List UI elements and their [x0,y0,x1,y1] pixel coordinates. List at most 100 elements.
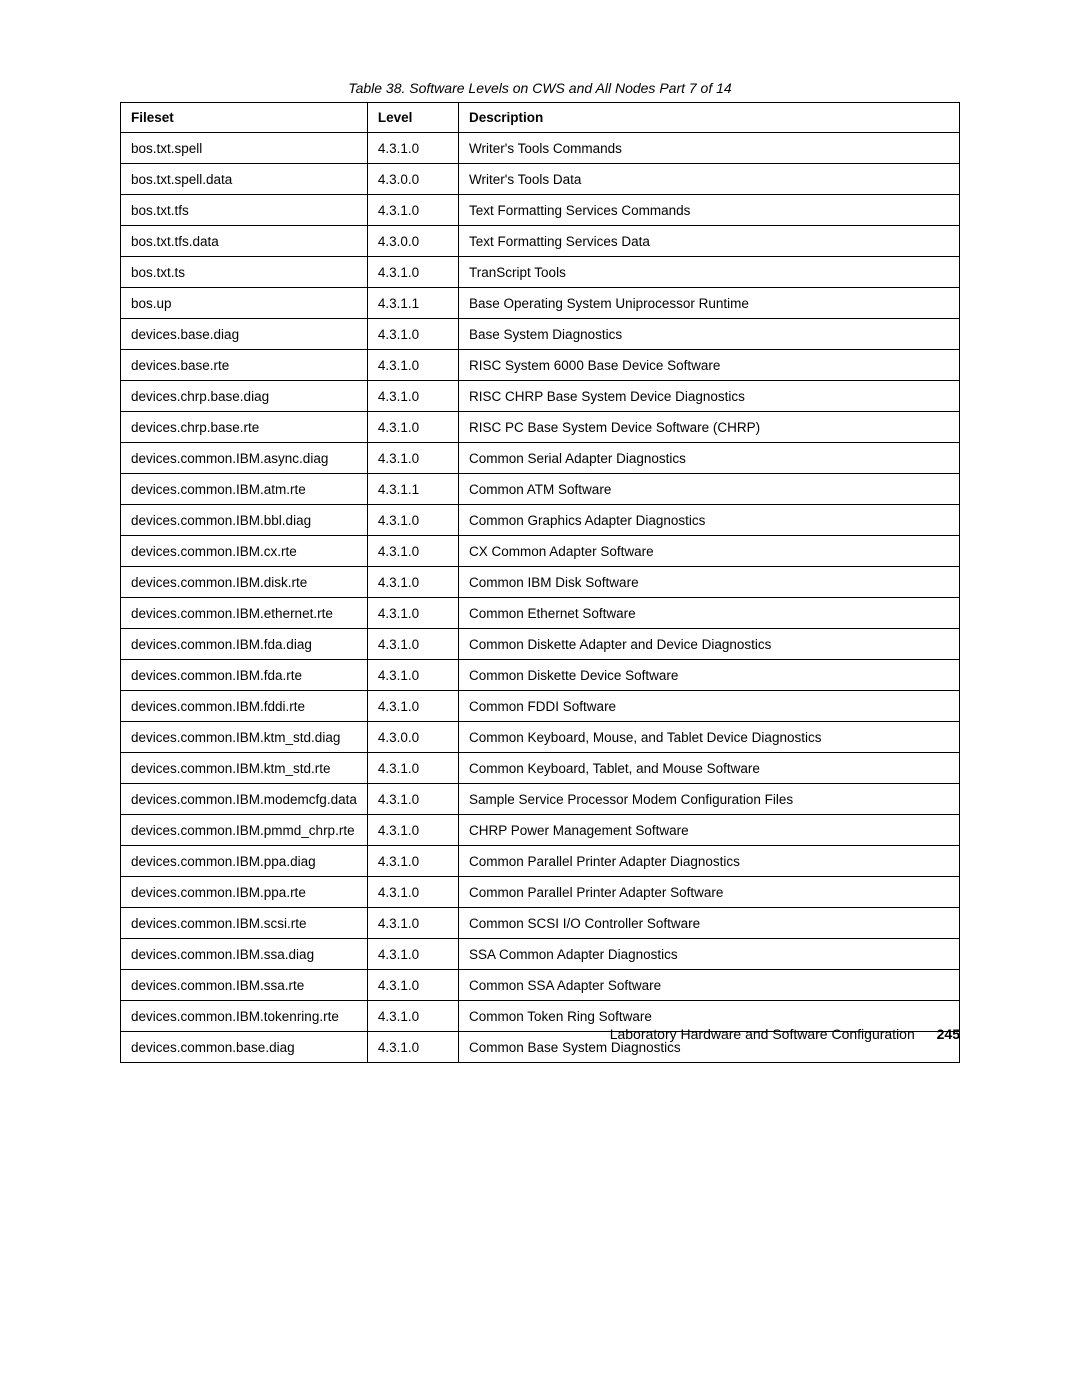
cell-fileset: devices.common.IBM.fddi.rte [121,691,368,722]
cell-fileset: devices.common.IBM.ppa.rte [121,877,368,908]
cell-description: Common Keyboard, Mouse, and Tablet Devic… [459,722,960,753]
table-row: devices.common.IBM.fda.rte4.3.1.0Common … [121,660,960,691]
cell-level: 4.3.0.0 [367,722,458,753]
cell-description: Common SCSI I/O Controller Software [459,908,960,939]
cell-description: Writer's Tools Data [459,164,960,195]
cell-description: SSA Common Adapter Diagnostics [459,939,960,970]
cell-fileset: devices.base.diag [121,319,368,350]
cell-description: Common IBM Disk Software [459,567,960,598]
cell-level: 4.3.1.0 [367,815,458,846]
cell-description: Common ATM Software [459,474,960,505]
cell-description: Common SSA Adapter Software [459,970,960,1001]
table-row: devices.common.IBM.ktm_std.rte4.3.1.0Com… [121,753,960,784]
cell-fileset: devices.chrp.base.rte [121,412,368,443]
table-row: devices.common.IBM.fda.diag4.3.1.0Common… [121,629,960,660]
cell-level: 4.3.0.0 [367,226,458,257]
cell-level: 4.3.1.0 [367,660,458,691]
cell-level: 4.3.0.0 [367,164,458,195]
cell-description: Sample Service Processor Modem Configura… [459,784,960,815]
table-row: devices.common.IBM.fddi.rte4.3.1.0Common… [121,691,960,722]
cell-fileset: devices.common.IBM.fda.diag [121,629,368,660]
cell-level: 4.3.1.0 [367,939,458,970]
cell-level: 4.3.1.0 [367,350,458,381]
header-fileset: Fileset [121,103,368,133]
cell-fileset: devices.common.IBM.ethernet.rte [121,598,368,629]
cell-fileset: bos.txt.spell.data [121,164,368,195]
table-row: devices.common.IBM.ethernet.rte4.3.1.0Co… [121,598,960,629]
cell-description: Common Ethernet Software [459,598,960,629]
cell-description: Text Formatting Services Commands [459,195,960,226]
table-row: devices.common.IBM.async.diag4.3.1.0Comm… [121,443,960,474]
footer-text: Laboratory Hardware and Software Configu… [610,1026,915,1042]
table-row: bos.txt.tfs4.3.1.0Text Formatting Servic… [121,195,960,226]
table-row: devices.base.diag4.3.1.0Base System Diag… [121,319,960,350]
cell-description: RISC CHRP Base System Device Diagnostics [459,381,960,412]
cell-description: Common Diskette Device Software [459,660,960,691]
cell-fileset: devices.common.IBM.atm.rte [121,474,368,505]
cell-fileset: devices.common.IBM.ktm_std.rte [121,753,368,784]
cell-description: TranScript Tools [459,257,960,288]
cell-level: 4.3.1.0 [367,970,458,1001]
cell-fileset: devices.common.IBM.pmmd_chrp.rte [121,815,368,846]
cell-description: RISC System 6000 Base Device Software [459,350,960,381]
table-row: devices.common.IBM.cx.rte4.3.1.0CX Commo… [121,536,960,567]
table-row: devices.base.rte4.3.1.0RISC System 6000 … [121,350,960,381]
table-row: devices.common.IBM.pmmd_chrp.rte4.3.1.0C… [121,815,960,846]
cell-level: 4.3.1.0 [367,257,458,288]
cell-fileset: bos.txt.ts [121,257,368,288]
cell-fileset: devices.common.IBM.ssa.rte [121,970,368,1001]
cell-fileset: devices.common.IBM.bbl.diag [121,505,368,536]
software-levels-table: Fileset Level Description bos.txt.spell4… [120,102,960,1063]
table-row: bos.txt.spell4.3.1.0Writer's Tools Comma… [121,133,960,164]
table-header-row: Fileset Level Description [121,103,960,133]
footer-page-number: 245 [937,1026,960,1042]
cell-description: Common Graphics Adapter Diagnostics [459,505,960,536]
cell-level: 4.3.1.0 [367,753,458,784]
table-row: devices.common.IBM.modemcfg.data4.3.1.0S… [121,784,960,815]
cell-description: CX Common Adapter Software [459,536,960,567]
cell-level: 4.3.1.0 [367,319,458,350]
cell-fileset: devices.common.IBM.disk.rte [121,567,368,598]
cell-description: Common Keyboard, Tablet, and Mouse Softw… [459,753,960,784]
table-row: bos.txt.spell.data4.3.0.0Writer's Tools … [121,164,960,195]
cell-level: 4.3.1.0 [367,536,458,567]
cell-description: Writer's Tools Commands [459,133,960,164]
cell-level: 4.3.1.0 [367,908,458,939]
cell-fileset: devices.base.rte [121,350,368,381]
cell-description: CHRP Power Management Software [459,815,960,846]
cell-level: 4.3.1.0 [367,1032,458,1063]
header-description: Description [459,103,960,133]
cell-level: 4.3.1.0 [367,381,458,412]
cell-description: Base Operating System Uniprocessor Runti… [459,288,960,319]
cell-description: Common FDDI Software [459,691,960,722]
cell-level: 4.3.1.0 [367,877,458,908]
cell-fileset: devices.common.IBM.async.diag [121,443,368,474]
table-row: bos.txt.ts4.3.1.0TranScript Tools [121,257,960,288]
cell-fileset: devices.common.IBM.ssa.diag [121,939,368,970]
table-row: devices.common.IBM.ppa.rte4.3.1.0Common … [121,877,960,908]
cell-description: Base System Diagnostics [459,319,960,350]
cell-level: 4.3.1.0 [367,784,458,815]
cell-fileset: devices.common.IBM.modemcfg.data [121,784,368,815]
table-row: devices.common.IBM.ssa.diag4.3.1.0SSA Co… [121,939,960,970]
cell-description: Common Diskette Adapter and Device Diagn… [459,629,960,660]
table-row: bos.txt.tfs.data4.3.0.0Text Formatting S… [121,226,960,257]
cell-fileset: bos.txt.tfs [121,195,368,226]
table-row: devices.chrp.base.rte4.3.1.0RISC PC Base… [121,412,960,443]
cell-fileset: devices.common.base.diag [121,1032,368,1063]
cell-fileset: devices.common.IBM.ppa.diag [121,846,368,877]
cell-level: 4.3.1.1 [367,474,458,505]
table-row: devices.common.IBM.scsi.rte4.3.1.0Common… [121,908,960,939]
table-row: devices.common.IBM.ppa.diag4.3.1.0Common… [121,846,960,877]
cell-description: Common Parallel Printer Adapter Diagnost… [459,846,960,877]
table-row: bos.up4.3.1.1Base Operating System Unipr… [121,288,960,319]
cell-description: Common Parallel Printer Adapter Software [459,877,960,908]
page-footer: Laboratory Hardware and Software Configu… [610,1026,960,1042]
cell-level: 4.3.1.0 [367,567,458,598]
cell-level: 4.3.1.0 [367,443,458,474]
cell-fileset: devices.chrp.base.diag [121,381,368,412]
cell-level: 4.3.1.0 [367,412,458,443]
cell-level: 4.3.1.1 [367,288,458,319]
cell-fileset: bos.txt.spell [121,133,368,164]
cell-level: 4.3.1.0 [367,598,458,629]
